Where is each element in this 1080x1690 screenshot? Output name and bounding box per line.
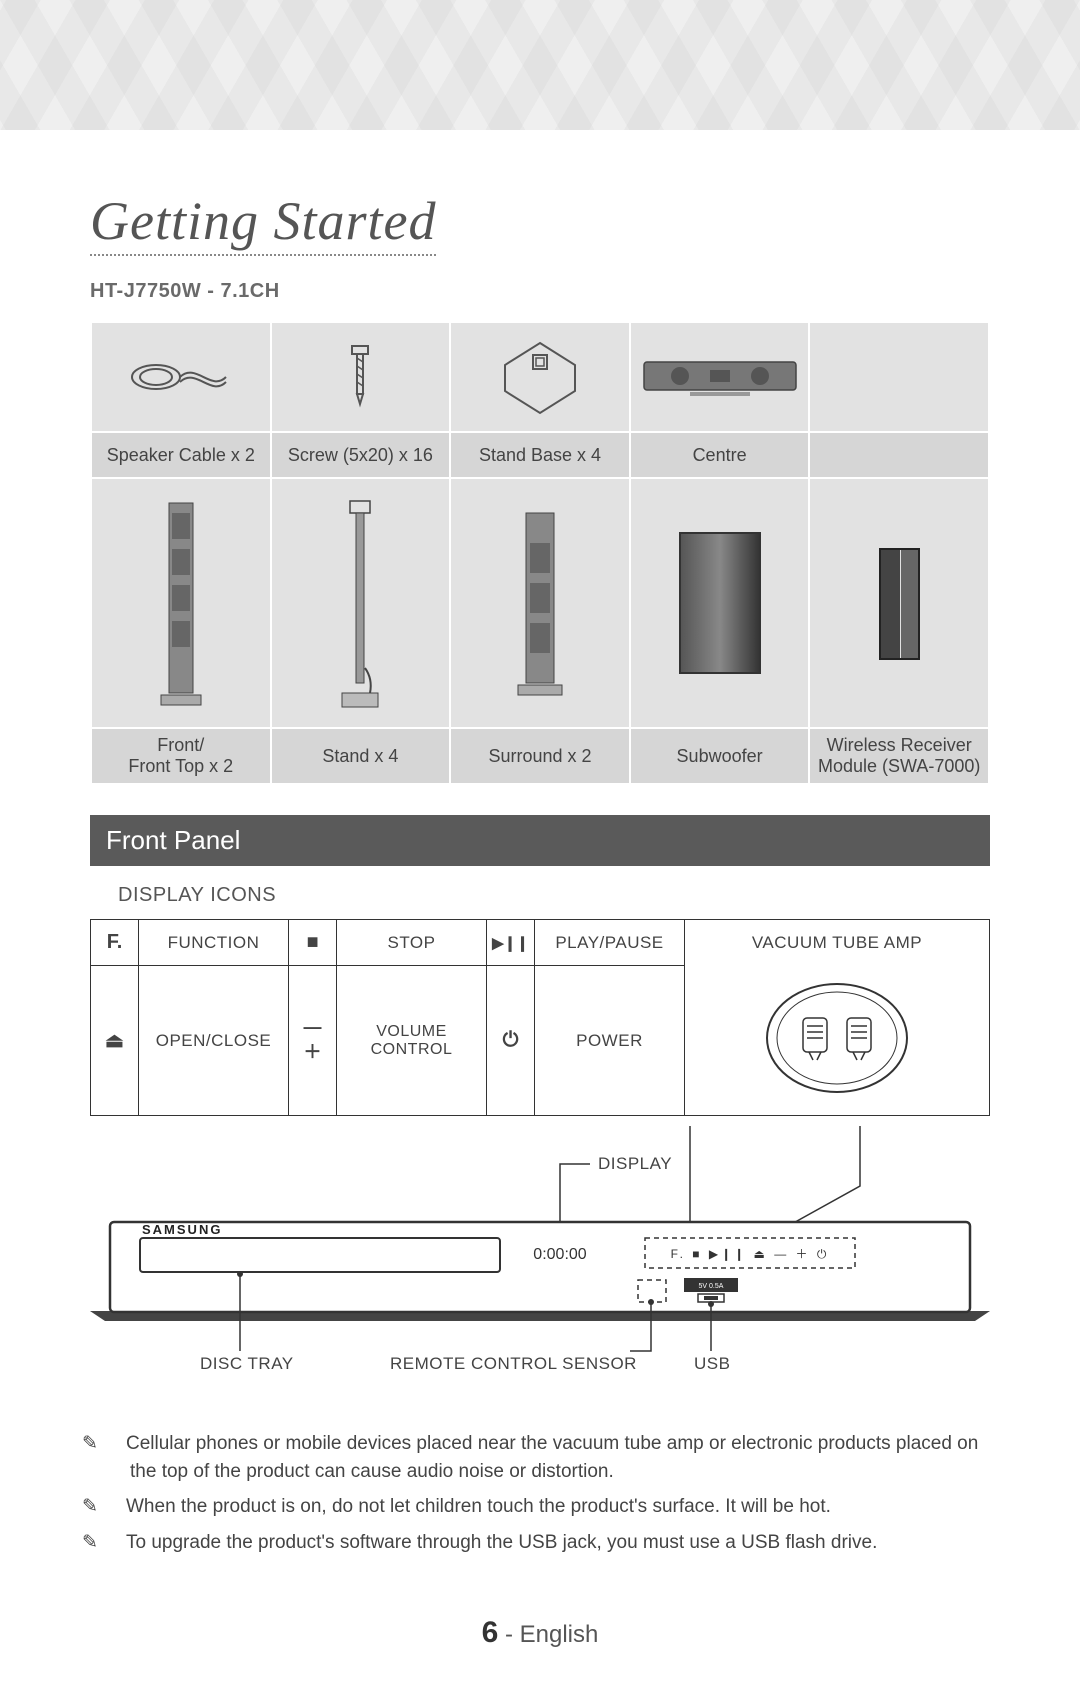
- callout-disc-tray: DISC TRAY: [200, 1354, 294, 1374]
- note-icon: ✎: [106, 1430, 126, 1458]
- svg-text:F. ■ ▶❙❙ ⏏ — ＋ ⏻: F. ■ ▶❙❙ ⏏ — ＋ ⏻: [671, 1247, 830, 1261]
- comp-label: [809, 432, 989, 478]
- note-icon: ✎: [106, 1529, 126, 1557]
- display-icons-table: F. FUNCTION ■ STOP ▶❙❙ PLAY/PAUSE VACUUM…: [90, 919, 990, 1116]
- comp-img-wireless: [809, 478, 989, 728]
- svg-text:SAMSUNG: SAMSUNG: [142, 1222, 222, 1237]
- comp-label: Subwoofer: [630, 728, 810, 784]
- icon-power-label: POWER: [535, 966, 685, 1116]
- page-title: Getting Started: [90, 190, 436, 256]
- icon-stop-symbol: ■: [289, 920, 337, 966]
- icon-playpause-symbol: ▶❙❙: [487, 920, 535, 966]
- comp-img-screw: [271, 322, 451, 432]
- comp-img-speaker-cable: [91, 322, 271, 432]
- vacuum-tube-amp-image: [685, 966, 990, 1116]
- section-front-panel: Front Panel: [90, 815, 990, 866]
- notes-list: ✎Cellular phones or mobile devices place…: [90, 1430, 990, 1556]
- page-number: 6 - English: [90, 1616, 990, 1650]
- icon-function-symbol: F.: [91, 920, 139, 966]
- icon-openclose-symbol: ⏏: [91, 966, 139, 1116]
- svg-text:0:00:00: 0:00:00: [533, 1246, 586, 1263]
- comp-img-stand: [271, 478, 451, 728]
- device-diagram: 0:00:00 F. ■ ▶❙❙ ⏏ — ＋ ⏻ 5V 0.5A SAMSUNG…: [90, 1126, 990, 1416]
- comp-label: Stand x 4: [271, 728, 451, 784]
- note-icon: ✎: [106, 1493, 126, 1521]
- comp-label: Screw (5x20) x 16: [271, 432, 451, 478]
- comp-img-centre: [630, 322, 810, 432]
- comp-img-subwoofer: [630, 478, 810, 728]
- components-table: Speaker Cable x 2 Screw (5x20) x 16 Stan…: [90, 321, 990, 785]
- callout-usb: USB: [694, 1354, 730, 1374]
- icon-openclose-label: OPEN/CLOSE: [139, 966, 289, 1116]
- comp-label: Wireless Receiver Module (SWA-7000): [809, 728, 989, 784]
- comp-img-front: [91, 478, 271, 728]
- comp-label: Front/ Front Top x 2: [91, 728, 271, 784]
- icon-function-label: FUNCTION: [139, 920, 289, 966]
- note-item: ✎To upgrade the product's software throu…: [130, 1529, 990, 1557]
- comp-img-empty: [809, 322, 989, 432]
- display-icons-heading: DISPLAY ICONS: [118, 884, 990, 907]
- icon-stop-label: STOP: [337, 920, 487, 966]
- icon-volume-symbol: — ＋: [289, 966, 337, 1116]
- callout-display: DISPLAY: [598, 1154, 672, 1174]
- icon-volume-label: VOLUME CONTROL: [337, 966, 487, 1116]
- note-item: ✎Cellular phones or mobile devices place…: [130, 1430, 990, 1485]
- comp-img-surround: [450, 478, 630, 728]
- comp-label: Centre: [630, 432, 810, 478]
- note-item: ✎When the product is on, do not let chil…: [130, 1493, 990, 1521]
- comp-img-stand-base: [450, 322, 630, 432]
- svg-text:5V 0.5A: 5V 0.5A: [699, 1283, 724, 1290]
- vacuum-tube-amp-label: VACUUM TUBE AMP: [685, 920, 990, 966]
- icon-playpause-label: PLAY/PAUSE: [535, 920, 685, 966]
- comp-label: Surround x 2: [450, 728, 630, 784]
- comp-label: Speaker Cable x 2: [91, 432, 271, 478]
- comp-label: Stand Base x 4: [450, 432, 630, 478]
- callout-remote: REMOTE CONTROL SENSOR: [390, 1354, 637, 1374]
- model-number: HT-J7750W - 7.1CH: [90, 280, 990, 303]
- icon-power-symbol: ⏻: [487, 966, 535, 1116]
